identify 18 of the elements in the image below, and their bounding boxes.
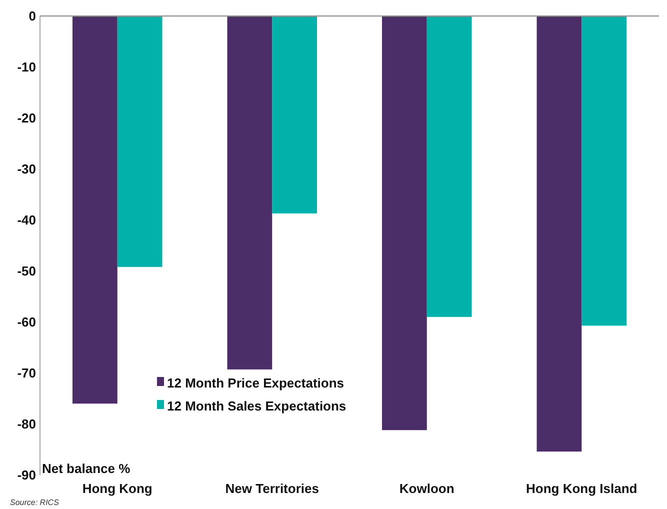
x-tick-label: Hong Kong bbox=[82, 481, 152, 496]
y-tick-label: -60 bbox=[17, 314, 36, 330]
y-tick-label: 0 bbox=[28, 8, 36, 24]
y-tick-label: -90 bbox=[17, 468, 36, 483]
y-tick-label: -80 bbox=[17, 416, 36, 432]
y-tick-label: -70 bbox=[17, 366, 36, 381]
legend-label: 12 Month Sales Expectations bbox=[167, 398, 346, 414]
x-tick-label: Hong Kong Island bbox=[526, 481, 638, 496]
x-tick-label: Kowloon bbox=[399, 481, 454, 496]
legend-label: 12 Month Price Expectations bbox=[167, 376, 344, 391]
y-axis-title: Net balance % bbox=[42, 461, 131, 476]
source-note: Source: RICS bbox=[10, 498, 60, 507]
y-tick-label: -50 bbox=[17, 264, 36, 279]
y-tick-label: -10 bbox=[17, 60, 36, 75]
x-tick-label: New Territories bbox=[225, 481, 319, 496]
y-tick-label: -40 bbox=[17, 212, 36, 228]
y-tick-label: -20 bbox=[17, 110, 36, 126]
y-tick-label: -30 bbox=[17, 162, 36, 177]
